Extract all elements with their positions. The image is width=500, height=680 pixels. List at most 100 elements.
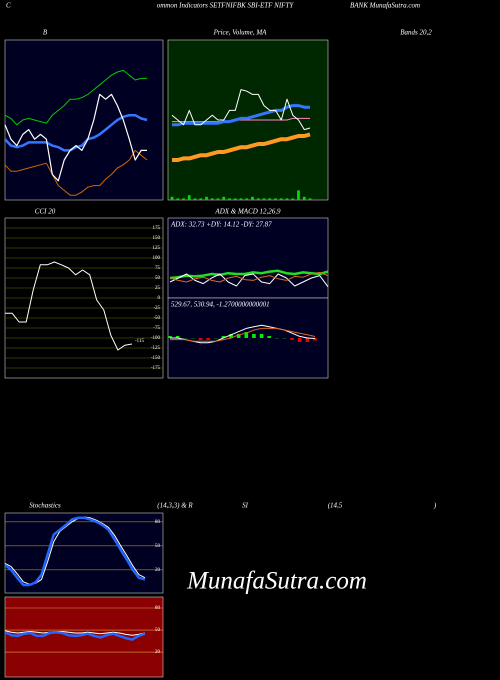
annotation: 529.67, 530.94, -1.2700000000001 [171, 301, 270, 309]
bar [182, 198, 185, 200]
bar [198, 338, 203, 340]
panel-title-right: Bands 20,2 [400, 29, 432, 37]
header-site: BANK MunafaSutra.com [350, 2, 420, 10]
panel-title-part: ) [433, 502, 437, 510]
panel [4, 512, 164, 594]
bar [268, 198, 272, 200]
series-line [4, 69, 147, 126]
panel-title-part: (14,3,3) & R [157, 502, 193, 510]
y-tick-label: 80 [155, 606, 161, 611]
y-tick-label: 175 [153, 226, 161, 231]
bar [176, 198, 180, 200]
y-tick-label: 125 [153, 246, 161, 251]
bar [221, 336, 226, 338]
series-line [170, 327, 316, 342]
y-tick-label: -50 [153, 316, 160, 321]
bar [297, 190, 300, 200]
bar [274, 198, 277, 200]
y-tick-label: 150 [153, 236, 161, 241]
series-line [169, 271, 329, 283]
bar [193, 198, 197, 200]
y-tick-label: 75 [155, 266, 161, 271]
y-tick-label: 100 [153, 256, 161, 261]
y-tick-label: -25 [153, 306, 160, 311]
annotation: ADX: 32.73 +DY: 14.12 -DY: 27.87 [170, 221, 272, 229]
bar [302, 196, 306, 200]
header-main: ommon Indicators SETFNIFBK SBI-ETF NIFTY [157, 2, 295, 10]
bar [233, 198, 237, 200]
bar [210, 198, 214, 200]
y-tick-label: 50 [155, 276, 161, 281]
y-tick-label: 0 [158, 296, 161, 301]
bar [239, 198, 243, 200]
bar [252, 334, 256, 338]
last-value-label: -115 [135, 339, 144, 344]
bar [206, 338, 210, 340]
bar [199, 198, 203, 200]
bar [267, 336, 272, 338]
bar [262, 198, 266, 200]
y-tick-label: -125 [151, 346, 161, 351]
bar [245, 198, 249, 200]
watermark: MunafaSutra.com [186, 568, 367, 595]
bar [285, 198, 289, 200]
bar [205, 196, 208, 200]
bar [216, 198, 220, 200]
bar [244, 332, 249, 338]
bar [297, 338, 302, 342]
panel-title-part: SI [242, 502, 249, 510]
series-line [4, 149, 148, 196]
bar [256, 198, 260, 200]
series-line [172, 117, 310, 123]
panel-title: B [43, 29, 48, 37]
bar [175, 336, 180, 338]
panel-title: Stochastics [29, 502, 61, 510]
series-line [4, 516, 146, 587]
bar [228, 198, 231, 200]
series-line [4, 93, 147, 182]
y-tick-label: -100 [151, 336, 161, 341]
bar [229, 334, 233, 338]
panel-title: ADX & MACD 12,26,9 [214, 208, 281, 216]
y-tick-label: 25 [155, 286, 161, 291]
bar [251, 196, 254, 200]
bar [259, 334, 264, 338]
bar [279, 198, 283, 200]
bar [308, 198, 312, 200]
panel [4, 596, 164, 678]
series-line [172, 132, 311, 162]
bar [187, 195, 191, 200]
y-tick-label: 50 [155, 628, 161, 633]
series-line [4, 630, 146, 641]
y-tick-label: 50 [155, 544, 161, 549]
panel-title: CCI 20 [35, 208, 56, 216]
series-line [172, 104, 310, 127]
bar [313, 338, 317, 341]
panel-title: Price, Volume, MA [213, 29, 268, 37]
bar [170, 196, 174, 200]
bar [290, 338, 294, 340]
y-tick-label: -175 [151, 366, 161, 371]
series-line [169, 273, 329, 288]
series-line [171, 89, 311, 131]
y-tick-label: 20 [155, 650, 161, 655]
panel [167, 217, 329, 299]
y-tick-label: 80 [155, 520, 161, 525]
panel-title-part: (14,5 [328, 502, 343, 510]
bar [236, 334, 241, 338]
header-c: C [6, 2, 11, 10]
bar [305, 338, 310, 342]
y-tick-label: -150 [151, 356, 161, 361]
bar [168, 336, 172, 338]
y-tick-label: 20 [155, 568, 161, 573]
series-line [4, 630, 146, 636]
series-line [4, 113, 148, 152]
bar [222, 196, 226, 200]
y-tick-label: -75 [153, 326, 160, 331]
series-line [5, 261, 133, 351]
series-line [169, 269, 329, 280]
bar [291, 198, 295, 200]
panel [4, 39, 164, 201]
